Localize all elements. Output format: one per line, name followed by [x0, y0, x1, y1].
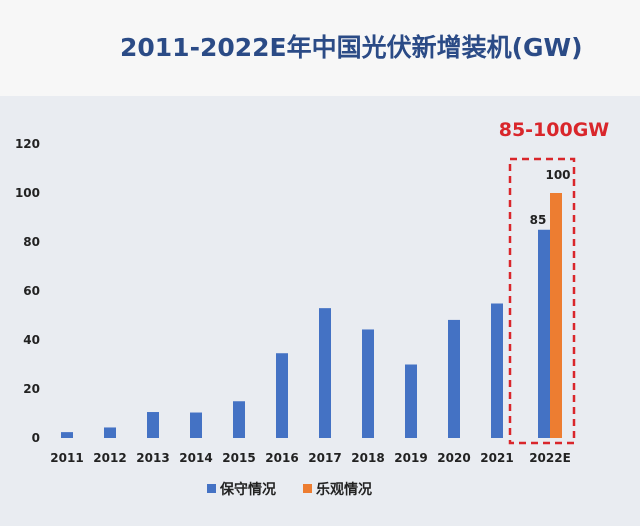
- x-tick-label: 2014: [179, 451, 212, 465]
- bar-2015: [233, 401, 245, 438]
- y-tick-label: 120: [15, 137, 40, 151]
- chart-title: 2011-2022E年中国光伏新增装机(GW): [120, 33, 583, 62]
- bar-2014: [190, 412, 202, 438]
- x-tick-label: 2012: [93, 451, 126, 465]
- x-tick-label: 2021: [480, 451, 513, 465]
- title-band: [0, 0, 640, 96]
- bar-2020: [448, 319, 460, 438]
- y-tick-label: 20: [23, 382, 40, 396]
- x-tick-label: 2019: [394, 451, 427, 465]
- y-tick-label: 0: [32, 431, 40, 445]
- bar-2018: [362, 329, 374, 438]
- x-tick-label: 2015: [222, 451, 255, 465]
- bar-2013: [147, 412, 159, 438]
- y-tick-label: 100: [15, 186, 40, 200]
- bar-2017: [319, 308, 331, 438]
- y-tick-label: 40: [23, 333, 40, 347]
- x-tick-label: 2013: [136, 451, 169, 465]
- x-tick-label: 2020: [437, 451, 470, 465]
- bar-2022E-conservative: [538, 229, 550, 438]
- highlight-box: [508, 157, 576, 445]
- data-label: 85: [530, 213, 547, 227]
- legend-label-conservative: 保守情况: [219, 481, 276, 498]
- x-tick-label: 2011: [50, 451, 83, 465]
- bar-2012: [104, 427, 116, 438]
- data-label: 100: [545, 168, 570, 182]
- annotation-label: 85-100GW: [499, 119, 610, 141]
- bar-2021: [491, 303, 503, 438]
- legend-swatch-conservative: [207, 484, 216, 493]
- y-tick-label: 80: [23, 235, 40, 249]
- bar-2019: [405, 364, 417, 438]
- bar-2011: [61, 432, 73, 438]
- bar-2016: [276, 353, 288, 438]
- bar-2022E-optimistic: [550, 193, 562, 438]
- legend-label-optimistic: 乐观情况: [316, 481, 372, 498]
- x-tick-label: 2018: [351, 451, 384, 465]
- x-tick-label: 2016: [265, 451, 298, 465]
- legend-swatch-optimistic: [303, 484, 312, 493]
- x-tick-label: 2017: [308, 451, 341, 465]
- y-tick-label: 60: [23, 284, 40, 298]
- x-tick-label: 2022E: [529, 451, 571, 465]
